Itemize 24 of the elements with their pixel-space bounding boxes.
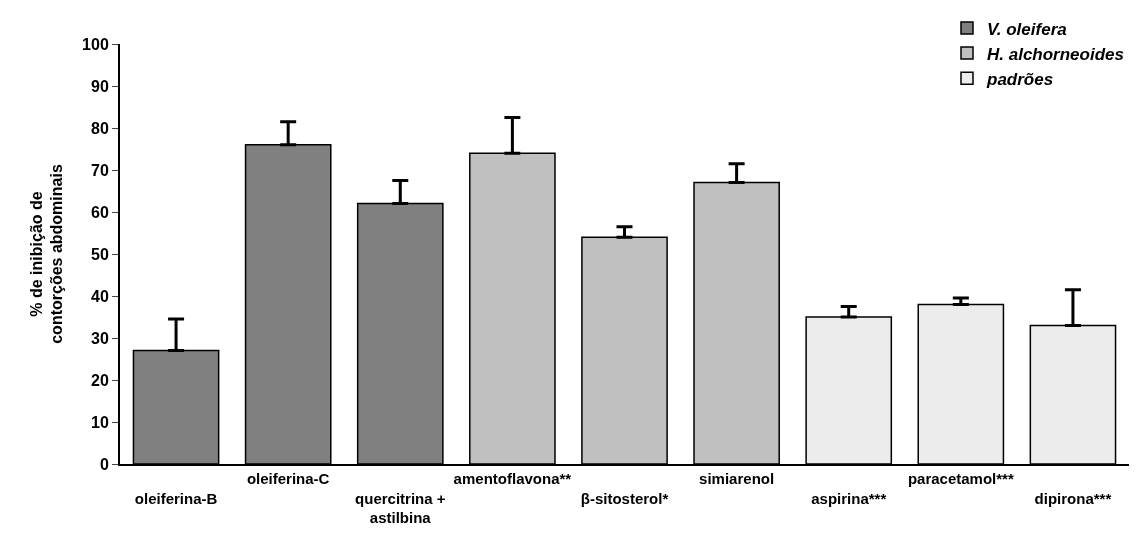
y-tick-label: 100 [82,35,109,53]
y-tick-label: 50 [91,245,109,263]
y-tick-label: 80 [91,119,109,137]
y-tick-label: 20 [91,371,109,389]
x-tick-label: oleiferina-C [246,470,330,487]
x-tick-label: aspirina*** [811,489,887,507]
y-tick-label: 30 [91,329,109,347]
x-tick-label: simiarenol [699,470,775,487]
x-tick-label: oleiferina-B [134,489,218,507]
y-tick-label: 10 [91,413,109,431]
y-tick-label: 40 [91,287,109,305]
legend-label: padrões [986,69,1054,89]
legend-label: H. alchorneoides [987,44,1124,64]
x-tick-label: dipirona*** [1034,489,1112,507]
y-tick-label: 60 [91,203,109,221]
y-axis-title: % de inibição de contorções abdominais [27,164,66,344]
x-tick-label: paracetamol*** [907,470,1014,487]
x-tick-label: amentoflavona** [453,470,572,487]
y-tick-label: 70 [91,161,109,179]
legend-label: V. oleifera [987,19,1067,39]
x-tick-label: quercitrina + astilbina [355,489,446,526]
x-tick-label: β-sitosterol* [580,489,669,507]
y-tick-label: 0 [99,455,109,473]
y-tick-label: 90 [91,77,109,95]
